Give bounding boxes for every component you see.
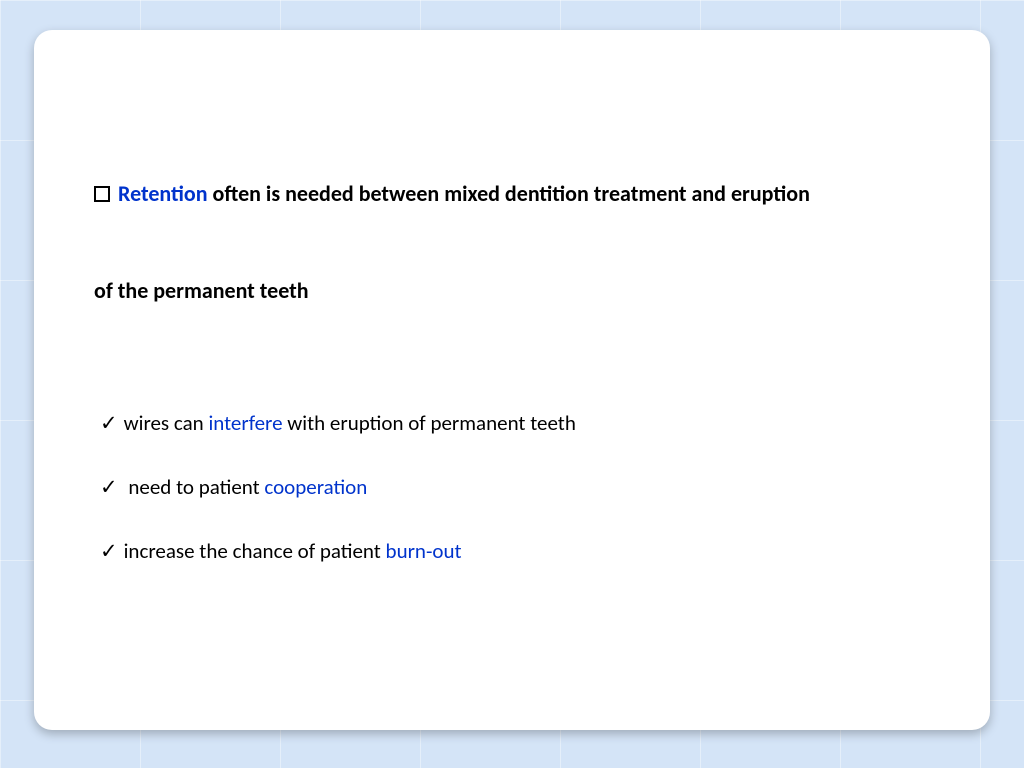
sub-pre: wires can [124, 410, 209, 436]
main-highlight: Retention [118, 180, 208, 207]
check-icon: ✓ [100, 474, 118, 500]
sub-pre: need to patient [124, 474, 265, 500]
check-icon: ✓ [100, 538, 118, 564]
sub-highlight: burn-out [386, 538, 462, 564]
sub-highlight: interfere [208, 410, 282, 436]
sub-post: with eruption of permanent teeth [283, 410, 576, 436]
square-bullet-icon [94, 186, 110, 202]
sub-list: ✓wires can interfere with eruption of pe… [94, 410, 930, 564]
main-bullet: Retention often is needed between mixed … [94, 170, 930, 315]
check-icon: ✓ [100, 410, 118, 436]
main-text-line2: of the permanent teeth [94, 277, 309, 304]
main-text-line1: often is needed between mixed dentition … [208, 180, 810, 207]
list-item: ✓ need to patient cooperation [100, 474, 930, 500]
slide-card: Retention often is needed between mixed … [34, 30, 990, 730]
sub-highlight: cooperation [264, 474, 367, 500]
list-item: ✓wires can interfere with eruption of pe… [100, 410, 930, 436]
sub-pre: increase the chance of patient [124, 538, 386, 564]
list-item: ✓increase the chance of patient burn-out [100, 538, 930, 564]
